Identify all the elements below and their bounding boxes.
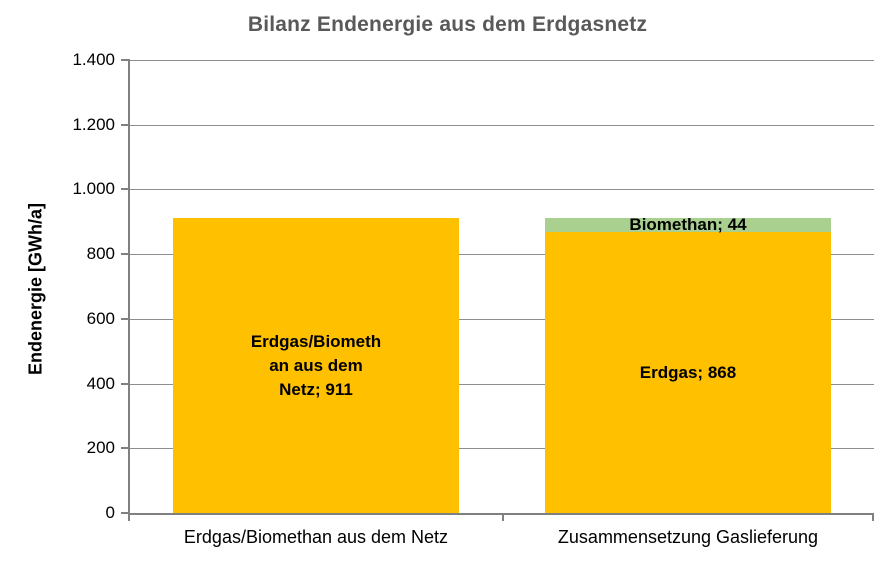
x-axis-tick-1	[502, 513, 504, 521]
y-axis-tick-600	[121, 317, 130, 320]
gridline-400	[130, 383, 874, 385]
y-axis-tick-800	[121, 253, 130, 256]
gridline-200	[130, 448, 874, 450]
y-axis-tick-1000	[121, 188, 130, 191]
y-tick-label: 1.000	[72, 179, 115, 199]
y-tick-label: 1.200	[72, 114, 115, 134]
bar-segment-erdgas	[545, 232, 831, 513]
y-axis-tick-400	[121, 382, 130, 385]
gridline-1200	[130, 124, 874, 126]
y-tick-label: 400	[86, 373, 115, 393]
y-axis-tick-200	[121, 447, 130, 450]
y-tick-label: 800	[86, 244, 115, 264]
y-axis-tick-1200	[121, 123, 130, 126]
category-label: Zusammensetzung Gaslieferung	[557, 527, 819, 547]
gridline-1000	[130, 189, 874, 191]
y-tick-label: 200	[86, 438, 115, 458]
y-tick-label: 0	[105, 503, 115, 522]
y-tick-label: 1.400	[72, 50, 115, 69]
gridline-1400	[130, 60, 874, 61]
y-tick-label: 600	[86, 308, 115, 328]
bar-segment-erdgas-biomethan-aus-dem-netz	[173, 218, 459, 513]
y-axis-title: Endenergie [GWh/a]	[25, 202, 46, 376]
category-label: Erdgas/Biomethan aus dem Netz	[183, 527, 449, 547]
y-axis-tick-0	[121, 512, 130, 514]
y-axis-tick-1400	[121, 59, 130, 61]
gridline-800	[130, 254, 874, 256]
plot-area: 0 200 400 600 800 1.000 1.200 1.400 Erdgas/Biome…	[72, 50, 874, 547]
gridline-600	[130, 318, 874, 320]
x-axis-tick-2	[872, 513, 874, 521]
chart-title: Bilanz Endenergie aus dem Erdgasnetz	[247, 13, 648, 36]
bar-segment-biomethan	[545, 217, 831, 233]
x-axis-tick-0	[128, 513, 130, 521]
